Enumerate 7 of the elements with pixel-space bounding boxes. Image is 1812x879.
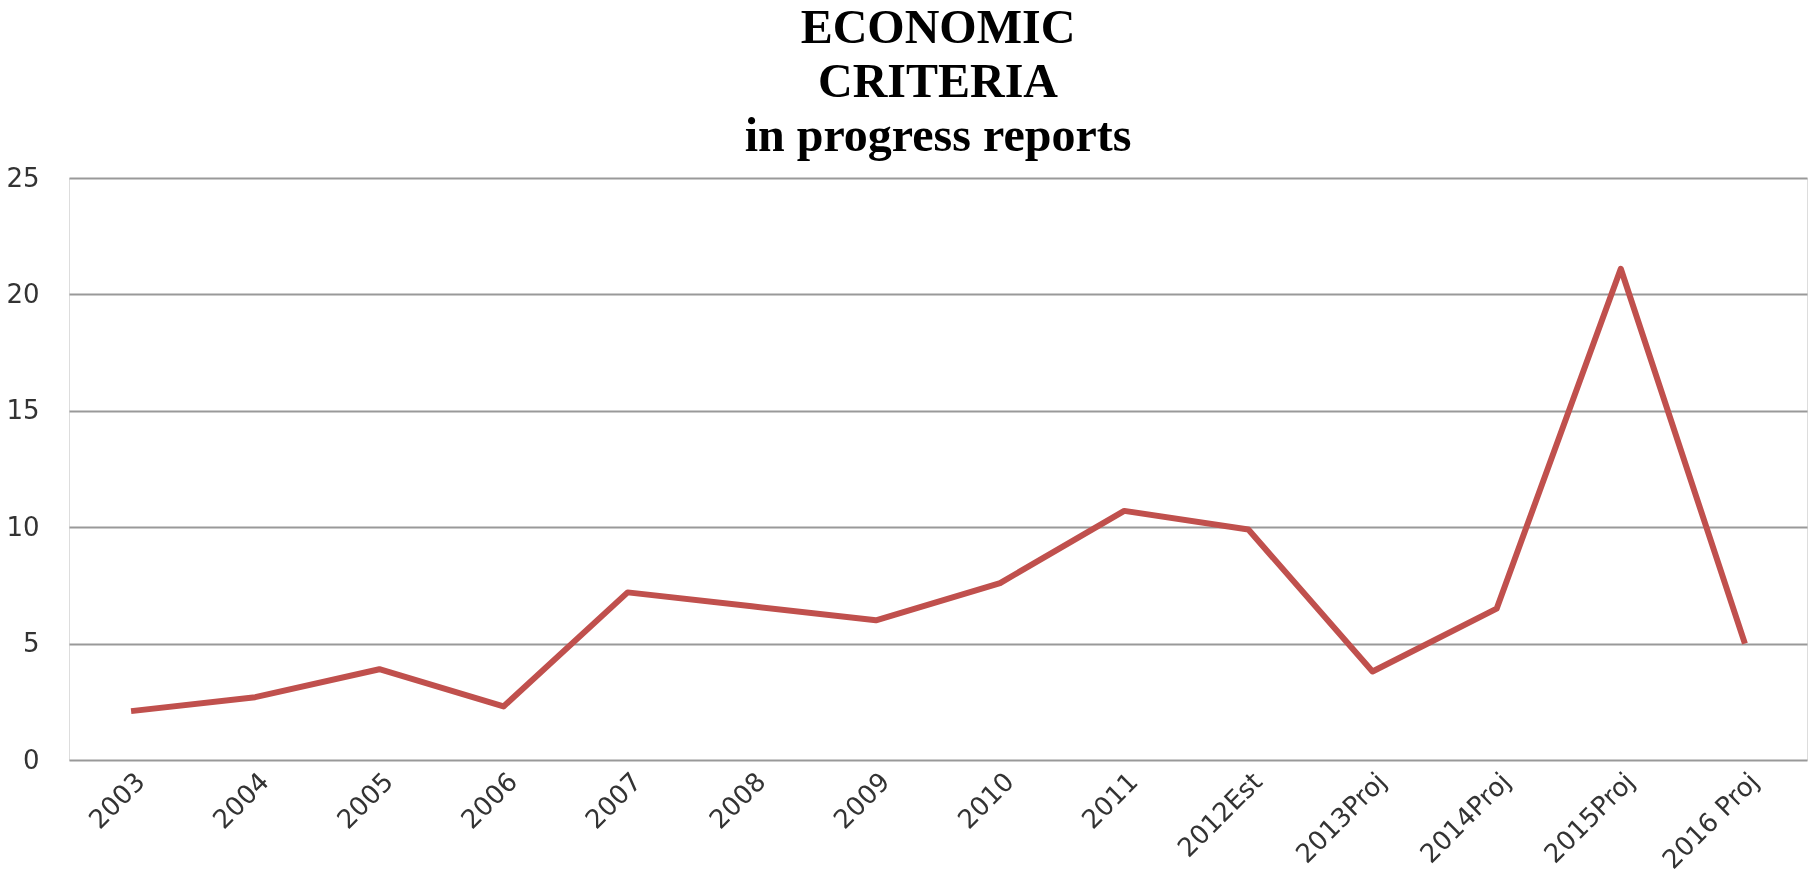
y-tick-label: 20 — [6, 278, 40, 309]
chart-title: ECONOMIC CRITERIA in progress reports — [744, 0, 1132, 161]
y-tick-label: 0 — [22, 744, 40, 775]
y-tick-label: 5 — [22, 628, 40, 659]
y-tick-label: 10 — [6, 511, 40, 542]
y-tick-label: 15 — [6, 395, 40, 426]
y-tick-label: 25 — [6, 162, 40, 193]
